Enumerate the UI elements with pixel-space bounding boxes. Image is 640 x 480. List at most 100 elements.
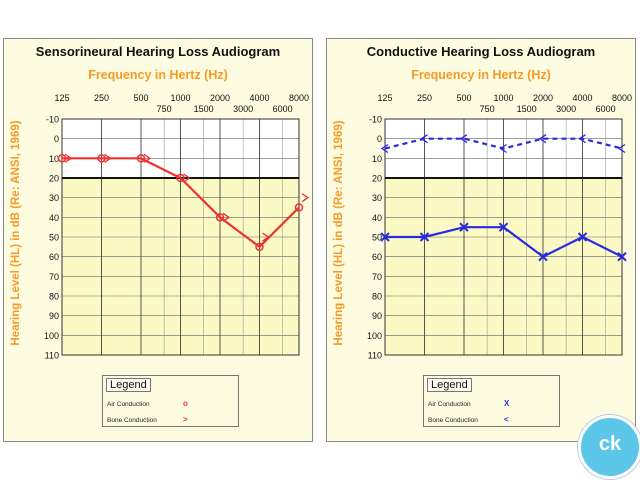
x-tick-label: 125	[377, 93, 392, 103]
watermark-logo: ck	[578, 415, 640, 479]
x-tick-label: 750	[480, 104, 495, 114]
y-tick-label: 60	[49, 252, 59, 262]
x-axis-label: Frequency in Hertz (Hz)	[411, 68, 551, 82]
legend-label-bone: Bone Conduction	[107, 417, 157, 424]
bone-conduction-marker	[380, 143, 389, 154]
x-tick-label: 6000	[596, 104, 616, 114]
air-conduction-marker	[577, 232, 588, 242]
y-tick-label: 70	[372, 272, 382, 282]
air-conduction-marker	[215, 213, 225, 222]
bone-conduction-marker	[459, 134, 468, 144]
air-conduction-marker	[538, 251, 548, 262]
y-tick-label: 70	[49, 272, 59, 282]
x-tick-label: 3000	[556, 104, 576, 114]
bone-conduction-marker	[499, 143, 507, 154]
x-tick-label: 125	[54, 93, 69, 103]
legend: Legend Air Conduction X Bone Conduction …	[423, 375, 560, 427]
bone-conduction-marker	[578, 134, 586, 144]
bone-conduction-marker	[420, 134, 428, 144]
y-tick-label: 110	[368, 351, 382, 361]
y-tick-label: 50	[49, 233, 59, 243]
x-tick-label: 1500	[194, 104, 214, 114]
watermark-logo-text: ck	[598, 433, 622, 455]
x-tick-label: 1000	[170, 93, 190, 103]
x-tick-label: 2000	[533, 93, 553, 103]
bone-conduction-marker	[617, 143, 626, 154]
y-tick-label: 90	[49, 311, 59, 321]
x-tick-label: 3000	[233, 104, 253, 114]
air-conduction-marker	[459, 222, 469, 232]
air-conduction-marker	[617, 251, 627, 262]
sensorineural-audiogram-panel: Sensorineural Hearing Loss Audiogram Fre…	[3, 38, 313, 442]
legend-label-air: Air Conduction	[107, 401, 150, 408]
y-tick-label: 20	[372, 174, 382, 184]
audiogram-plot: -10 0 10 20 30 40 50 60 70 80 90 100 110 125 250 500 100…	[44, 93, 310, 361]
legend-label-air: Air Conduction	[428, 401, 471, 408]
y-tick-label: 110	[45, 351, 59, 361]
legend-title: Legend	[427, 378, 472, 392]
air-conduction-marker	[136, 154, 146, 163]
y-tick-label: 50	[372, 233, 382, 243]
bone-conduction-marker	[64, 153, 73, 163]
legend-symbol-bone: >	[183, 415, 188, 424]
x-tick-label: 1500	[517, 104, 537, 114]
x-tick-label: 2000	[210, 93, 230, 103]
x-axis-label: Frequency in Hertz (Hz)	[88, 68, 228, 82]
air-conduction-marker	[176, 173, 185, 183]
audiogram-plot: -10 0 10 20 30 40 50 60 70 80 90 100 110 125 250 500 100…	[367, 93, 632, 361]
x-tick-label: 750	[157, 104, 172, 114]
bone-conduction-marker	[538, 134, 547, 144]
air-conduction-marker	[97, 154, 106, 163]
y-tick-label: 90	[372, 311, 382, 321]
y-tick-label: 40	[49, 213, 59, 223]
legend-symbol-bone: <	[504, 415, 509, 424]
legend-label-bone: Bone Conduction	[428, 417, 478, 424]
y-tick-label: 60	[372, 252, 382, 262]
bone-conduction-marker	[222, 212, 231, 222]
y-tick-label: 30	[49, 193, 59, 203]
chart-title: Conductive Hearing Loss Audiogram	[366, 44, 596, 59]
x-tick-label: 1000	[493, 93, 513, 103]
plot-frame	[61, 118, 300, 356]
y-tick-label: 30	[372, 193, 382, 203]
bone-conduction-marker	[301, 193, 310, 203]
air-conduction-marker	[294, 203, 304, 212]
legend-symbol-air: o	[183, 399, 188, 408]
y-tick-label: 0	[54, 134, 59, 144]
y-tick-label: 80	[372, 292, 382, 302]
legend: Legend Air Conduction o Bone Conduction …	[102, 375, 239, 427]
y-tick-label: 80	[49, 292, 59, 302]
air-conduction-marker	[419, 232, 430, 242]
bone-conduction-marker	[104, 153, 112, 163]
legend-symbol-air: X	[504, 399, 510, 408]
chart-title: Sensorineural Hearing Loss Audiogram	[35, 44, 281, 59]
conductive-audiogram-panel: Conductive Hearing Loss Audiogram Freque…	[326, 38, 636, 442]
bone-conduction-marker	[143, 153, 152, 163]
y-tick-label: -10	[46, 115, 59, 125]
bone-conduction-marker	[183, 173, 191, 183]
y-tick-label: 10	[372, 154, 382, 164]
x-tick-label: 250	[94, 93, 109, 103]
x-tick-label: 4000	[249, 93, 269, 103]
x-tick-label: 500	[133, 93, 148, 103]
y-tick-label: 100	[367, 331, 382, 341]
series-line	[62, 157, 300, 249]
x-tick-label: 8000	[612, 93, 632, 103]
legend-title: Legend	[106, 378, 151, 392]
air-conduction-marker	[380, 232, 390, 242]
air-conduction-marker	[57, 154, 67, 163]
bone-conduction-marker	[262, 232, 270, 242]
y-tick-label: 100	[44, 331, 59, 341]
y-tick-label: 0	[377, 134, 382, 144]
x-tick-label: 6000	[273, 104, 293, 114]
x-tick-label: 500	[456, 93, 471, 103]
air-conduction-marker	[498, 222, 509, 232]
series-line	[384, 137, 623, 150]
air-conduction-marker	[255, 242, 264, 252]
y-tick-label: 20	[49, 174, 59, 184]
x-tick-label: 4000	[572, 93, 592, 103]
y-tick-label: -10	[369, 115, 382, 125]
x-tick-label: 8000	[289, 93, 309, 103]
y-tick-label: 40	[372, 213, 382, 223]
y-tick-label: 10	[49, 154, 59, 164]
